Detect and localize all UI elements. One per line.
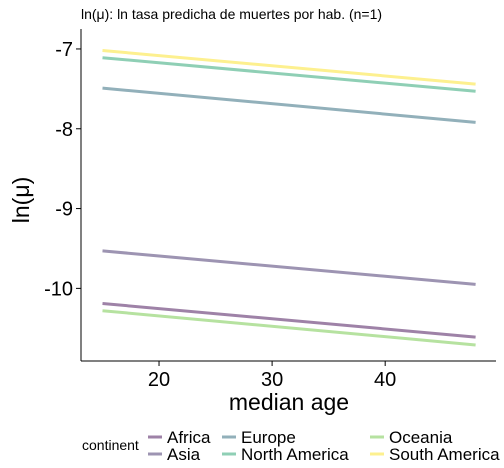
x-axis-ticks: 20 30 40 [148, 361, 396, 391]
y-axis-ticks: -7 -8 -9 -10 [44, 39, 81, 300]
x-axis-title: median age [229, 389, 349, 415]
legend-label: South America [389, 445, 500, 464]
series-line-north-america [102, 56, 476, 93]
legend-label: Asia [167, 445, 201, 464]
legend-label: Africa [167, 428, 211, 447]
y-tick-label: -8 [55, 119, 73, 141]
series-line-asia [102, 249, 476, 286]
legend-label: Oceania [389, 428, 453, 447]
legend-title: continent [82, 437, 139, 453]
x-tick-label: 30 [261, 369, 283, 391]
series-line-europe [102, 86, 476, 124]
x-tick-label: 20 [148, 369, 170, 391]
y-tick-label: -7 [55, 39, 73, 61]
y-tick-label: -10 [44, 278, 73, 300]
chart-title: ln(μ): ln tasa predicha de muertes por h… [81, 6, 382, 22]
series-line-africa [102, 302, 476, 339]
series-line-oceania [102, 309, 476, 347]
plot-area [102, 49, 476, 347]
legend-label: North America [241, 445, 349, 464]
y-axis-title: ln(μ) [8, 177, 34, 223]
y-tick-label: -9 [55, 199, 73, 221]
x-tick-label: 40 [374, 369, 396, 391]
legend-label: Europe [241, 428, 296, 447]
series-line-south-america [102, 49, 476, 86]
